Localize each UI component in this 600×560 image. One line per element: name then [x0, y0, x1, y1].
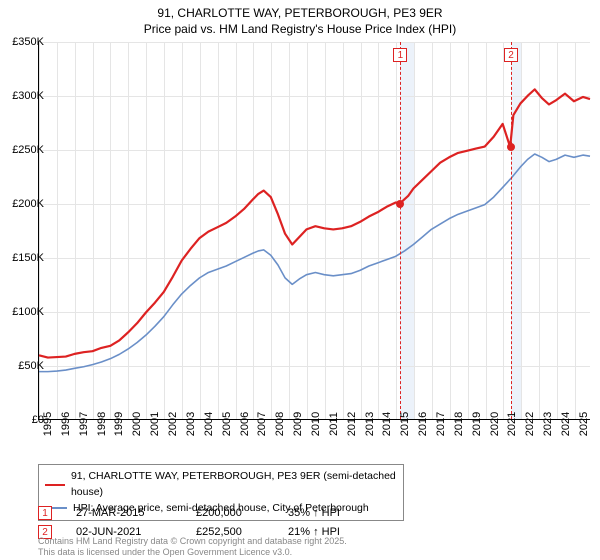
y-axis-label: £300K	[12, 90, 44, 102]
attribution-line: Contains HM Land Registry data © Crown c…	[38, 536, 347, 547]
legend-item: 91, CHARLOTTE WAY, PETERBOROUGH, PE3 9ER…	[45, 469, 397, 501]
x-axis-label: 2012	[346, 412, 358, 436]
sale-pct: 35% ↑ HPI	[288, 504, 340, 523]
attribution-line: This data is licensed under the Open Gov…	[38, 547, 347, 558]
attribution: Contains HM Land Registry data © Crown c…	[38, 536, 347, 558]
x-axis-label: 2015	[399, 412, 411, 436]
x-axis-label: 2001	[149, 412, 161, 436]
x-axis-label: 1998	[96, 412, 108, 436]
x-axis-label: 2003	[185, 412, 197, 436]
x-axis-label: 2023	[542, 412, 554, 436]
x-axis-label: 2002	[167, 412, 179, 436]
y-axis-label: £250K	[12, 144, 44, 156]
x-axis-label: 2004	[203, 412, 215, 436]
x-axis-label: 2020	[489, 412, 501, 436]
x-axis-label: 1995	[42, 412, 54, 436]
x-axis-label: 1996	[60, 412, 72, 436]
x-axis-label: 2007	[256, 412, 268, 436]
series-line-price_paid	[39, 89, 590, 357]
x-axis-label: 2006	[239, 412, 251, 436]
title-address: 91, CHARLOTTE WAY, PETERBOROUGH, PE3 9ER	[0, 6, 600, 22]
x-axis-label: 2017	[435, 412, 447, 436]
y-axis-label: £200K	[12, 198, 44, 210]
sale-marker-dot	[396, 200, 404, 208]
sale-marker-line	[400, 42, 401, 419]
y-axis-label: £150K	[12, 252, 44, 264]
x-axis-label: 2010	[310, 412, 322, 436]
sale-date: 27-MAR-2015	[76, 504, 172, 523]
sale-marker-flag: 1	[393, 48, 407, 62]
x-axis-label: 2024	[560, 412, 572, 436]
x-axis-label: 2025	[578, 412, 590, 436]
x-axis-label: 2021	[506, 412, 518, 436]
legend-label: 91, CHARLOTTE WAY, PETERBOROUGH, PE3 9ER…	[71, 469, 397, 501]
plot-area: 12	[38, 42, 590, 420]
title-subtitle: Price paid vs. HM Land Registry's House …	[0, 22, 600, 38]
chart-title: 91, CHARLOTTE WAY, PETERBOROUGH, PE3 9ER…	[0, 0, 600, 37]
legend-swatch	[45, 484, 65, 486]
x-axis-label: 2016	[417, 412, 429, 436]
x-axis-label: 2008	[274, 412, 286, 436]
x-axis-label: 2018	[453, 412, 465, 436]
sale-marker-badge: 1	[38, 506, 52, 520]
x-axis-label: 2013	[364, 412, 376, 436]
chart-svg	[39, 42, 590, 419]
y-axis-label: £100K	[12, 306, 44, 318]
x-axis-label: 2011	[328, 412, 340, 436]
x-axis-label: 2000	[131, 412, 143, 436]
sale-price: £200,000	[196, 504, 264, 523]
sale-marker-flag: 2	[504, 48, 518, 62]
x-axis-label: 2019	[471, 412, 483, 436]
x-axis-label: 1999	[113, 412, 125, 436]
chart-container: 91, CHARLOTTE WAY, PETERBOROUGH, PE3 9ER…	[0, 0, 600, 560]
x-axis-label: 2014	[381, 412, 393, 436]
sale-marker-line	[511, 42, 512, 419]
x-axis-label: 1997	[78, 412, 90, 436]
x-axis-label: 2022	[524, 412, 536, 436]
x-axis-label: 2005	[221, 412, 233, 436]
y-axis-label: £350K	[12, 36, 44, 48]
sale-marker-dot	[507, 143, 515, 151]
y-axis-label: £50K	[18, 360, 44, 372]
sales-row: 1 27-MAR-2015 £200,000 35% ↑ HPI	[38, 504, 340, 523]
x-axis-label: 2009	[292, 412, 304, 436]
